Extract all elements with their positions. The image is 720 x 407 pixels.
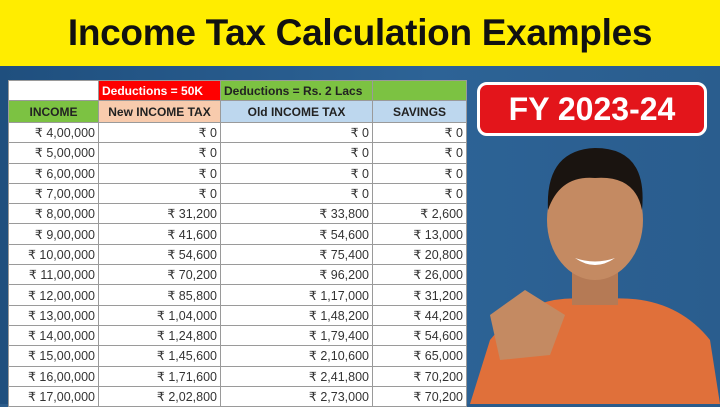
cell-new-tax: ₹ 0 xyxy=(98,142,221,164)
cell-old-tax: ₹ 54,600 xyxy=(220,223,373,245)
cell-savings: ₹ 26,000 xyxy=(372,264,467,286)
cell-income: ₹ 4,00,000 xyxy=(8,121,99,144)
table-row: ₹ 8,00,000 ₹ 31,200 ₹ 33,800 ₹ 2,600 xyxy=(8,203,467,225)
cell-new-tax: ₹ 0 xyxy=(98,162,221,184)
cell-income: ₹ 16,00,000 xyxy=(8,365,99,387)
smile xyxy=(575,258,615,265)
table-row: ₹ 16,00,000 ₹ 1,71,600 ₹ 2,41,800 ₹ 70,200 xyxy=(8,365,467,387)
cell-savings: ₹ 20,800 xyxy=(372,243,467,266)
cell-savings: ₹ 13,000 xyxy=(372,223,467,245)
column-header-row: INCOME New INCOME TAX Old INCOME TAX SAV… xyxy=(8,100,467,123)
cell-new-tax: ₹ 0 xyxy=(98,182,221,205)
table-row: ₹ 11,00,000 ₹ 70,200 ₹ 96,200 ₹ 26,000 xyxy=(8,264,467,286)
cell-new-tax: ₹ 0 xyxy=(98,121,221,144)
face xyxy=(547,160,643,280)
group-header-old: Deductions = Rs. 2 Lacs xyxy=(220,80,373,101)
presenter-image xyxy=(470,148,720,404)
cell-old-tax: ₹ 0 xyxy=(220,162,373,184)
cell-old-tax: ₹ 33,800 xyxy=(220,203,373,225)
cell-savings: ₹ 31,200 xyxy=(372,284,467,306)
cell-old-tax: ₹ 2,10,600 xyxy=(220,345,373,367)
table-row: ₹ 4,00,000 ₹ 0 ₹ 0 ₹ 0 xyxy=(8,121,467,144)
cell-income: ₹ 14,00,000 xyxy=(8,324,99,347)
group-header-empty xyxy=(8,80,99,101)
cell-old-tax: ₹ 75,400 xyxy=(220,243,373,266)
cell-savings: ₹ 0 xyxy=(372,162,467,184)
table-row: ₹ 17,00,000 ₹ 2,02,800 ₹ 2,73,000 ₹ 70,200 xyxy=(8,385,467,407)
fy-badge: FY 2023-24 xyxy=(477,82,707,136)
cell-income: ₹ 13,00,000 xyxy=(8,304,99,326)
col-savings: SAVINGS xyxy=(372,100,467,123)
cell-income: ₹ 6,00,000 xyxy=(8,162,99,184)
tax-table: Deductions = 50K Deductions = Rs. 2 Lacs… xyxy=(8,80,467,407)
col-new-tax: New INCOME TAX xyxy=(98,100,221,123)
cell-new-tax: ₹ 31,200 xyxy=(98,203,221,225)
cell-new-tax: ₹ 1,24,800 xyxy=(98,324,221,347)
cell-old-tax: ₹ 2,41,800 xyxy=(220,365,373,387)
cell-new-tax: ₹ 85,800 xyxy=(98,284,221,306)
table-row: ₹ 9,00,000 ₹ 41,600 ₹ 54,600 ₹ 13,000 xyxy=(8,223,467,245)
cell-savings: ₹ 70,200 xyxy=(372,385,467,407)
cell-savings: ₹ 54,600 xyxy=(372,324,467,347)
col-income: INCOME xyxy=(8,100,99,123)
cell-savings: ₹ 0 xyxy=(372,142,467,164)
cell-income: ₹ 5,00,000 xyxy=(8,142,99,164)
cell-old-tax: ₹ 1,79,400 xyxy=(220,324,373,347)
cell-income: ₹ 10,00,000 xyxy=(8,243,99,266)
cell-new-tax: ₹ 41,600 xyxy=(98,223,221,245)
cell-savings: ₹ 0 xyxy=(372,121,467,144)
cell-income: ₹ 8,00,000 xyxy=(8,203,99,225)
cell-old-tax: ₹ 96,200 xyxy=(220,264,373,286)
cell-new-tax: ₹ 1,04,000 xyxy=(98,304,221,326)
table-row: ₹ 12,00,000 ₹ 85,800 ₹ 1,17,000 ₹ 31,200 xyxy=(8,284,467,306)
table-row: ₹ 13,00,000 ₹ 1,04,000 ₹ 1,48,200 ₹ 44,200 xyxy=(8,304,467,326)
cell-savings: ₹ 0 xyxy=(372,182,467,205)
cell-savings: ₹ 2,600 xyxy=(372,203,467,225)
table-row: ₹ 7,00,000 ₹ 0 ₹ 0 ₹ 0 xyxy=(8,182,467,205)
pointing-hand xyxy=(490,290,565,360)
table-row: ₹ 15,00,000 ₹ 1,45,600 ₹ 2,10,600 ₹ 65,000 xyxy=(8,345,467,367)
cell-income: ₹ 12,00,000 xyxy=(8,284,99,306)
cell-income: ₹ 9,00,000 xyxy=(8,223,99,245)
cell-new-tax: ₹ 1,71,600 xyxy=(98,365,221,387)
cell-income: ₹ 17,00,000 xyxy=(8,385,99,407)
cell-income: ₹ 15,00,000 xyxy=(8,345,99,367)
cell-old-tax: ₹ 0 xyxy=(220,121,373,144)
cell-new-tax: ₹ 1,45,600 xyxy=(98,345,221,367)
cell-new-tax: ₹ 70,200 xyxy=(98,264,221,286)
table-row: ₹ 6,00,000 ₹ 0 ₹ 0 ₹ 0 xyxy=(8,162,467,184)
col-old-tax: Old INCOME TAX xyxy=(220,100,373,123)
table-row: ₹ 5,00,000 ₹ 0 ₹ 0 ₹ 0 xyxy=(8,142,467,164)
cell-savings: ₹ 65,000 xyxy=(372,345,467,367)
cell-income: ₹ 7,00,000 xyxy=(8,182,99,205)
cell-old-tax: ₹ 0 xyxy=(220,182,373,205)
thumbnail-title: Income Tax Calculation Examples xyxy=(0,0,720,66)
group-header-new: Deductions = 50K xyxy=(98,80,221,101)
cell-old-tax: ₹ 0 xyxy=(220,142,373,164)
cell-savings: ₹ 70,200 xyxy=(372,365,467,387)
cell-old-tax: ₹ 1,17,000 xyxy=(220,284,373,306)
table-row: ₹ 14,00,000 ₹ 1,24,800 ₹ 1,79,400 ₹ 54,600 xyxy=(8,324,467,347)
cell-income: ₹ 11,00,000 xyxy=(8,264,99,286)
cell-new-tax: ₹ 54,600 xyxy=(98,243,221,266)
cell-savings: ₹ 44,200 xyxy=(372,304,467,326)
cell-old-tax: ₹ 1,48,200 xyxy=(220,304,373,326)
table-row: ₹ 10,00,000 ₹ 54,600 ₹ 75,400 ₹ 20,800 xyxy=(8,243,467,266)
hair xyxy=(547,148,643,210)
group-header-savings xyxy=(372,80,467,101)
group-header-row: Deductions = 50K Deductions = Rs. 2 Lacs xyxy=(8,80,467,101)
